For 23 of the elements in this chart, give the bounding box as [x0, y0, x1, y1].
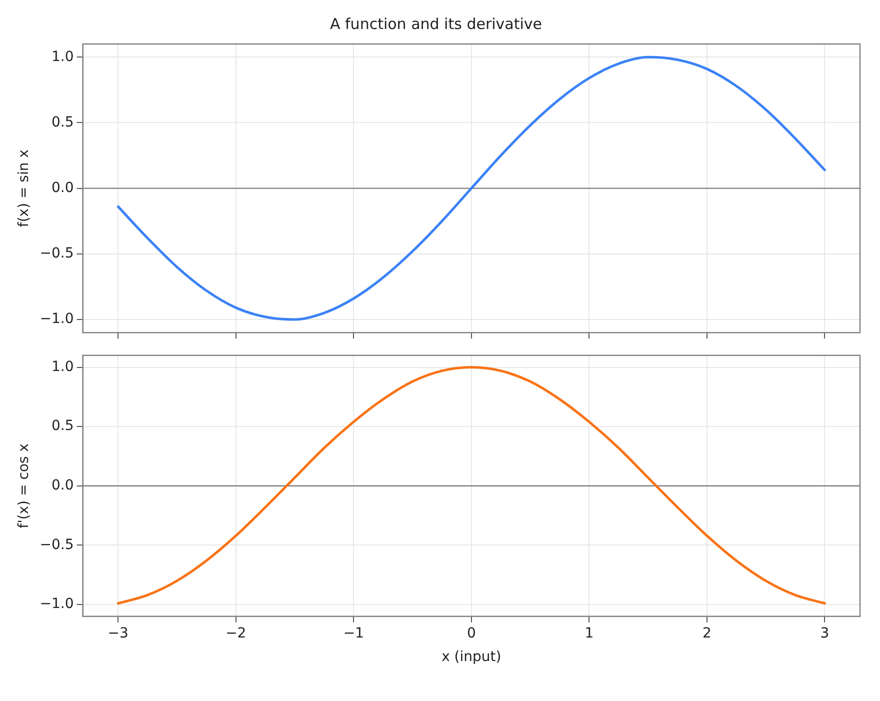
line-series [116, 56, 826, 321]
y-tick-label: −0.5 [40, 246, 74, 262]
y-tick-label: 0.0 [52, 478, 74, 494]
line-series [116, 366, 826, 605]
y-axis-title: f'(x) = cos x [16, 443, 32, 528]
y-tick-label: −0.5 [40, 536, 74, 553]
x-axis-title: x (input) [442, 649, 502, 666]
y-tick-label: 1.0 [52, 358, 74, 375]
y-tick-label: 0.0 [52, 180, 74, 196]
y-tick-label: −1.0 [40, 311, 74, 328]
x-tick-label: −3 [108, 625, 128, 642]
x-tick-label: −1 [343, 625, 364, 642]
x-tick-label: 1 [584, 625, 594, 642]
x-tick-label: 2 [702, 625, 712, 642]
y-tick-label: −1.0 [40, 596, 74, 612]
x-tick-label: −2 [226, 625, 246, 642]
x-tick-label: 0 [466, 625, 476, 642]
chart-title: A function and its derivative [330, 14, 542, 33]
y-tick-label: 1.0 [52, 48, 74, 65]
y-tick-label: 0.5 [52, 418, 74, 434]
x-tick-label: 3 [820, 625, 830, 642]
y-tick-label: 0.5 [52, 114, 74, 130]
y-axis-title: f(x) = sin x [16, 150, 32, 228]
